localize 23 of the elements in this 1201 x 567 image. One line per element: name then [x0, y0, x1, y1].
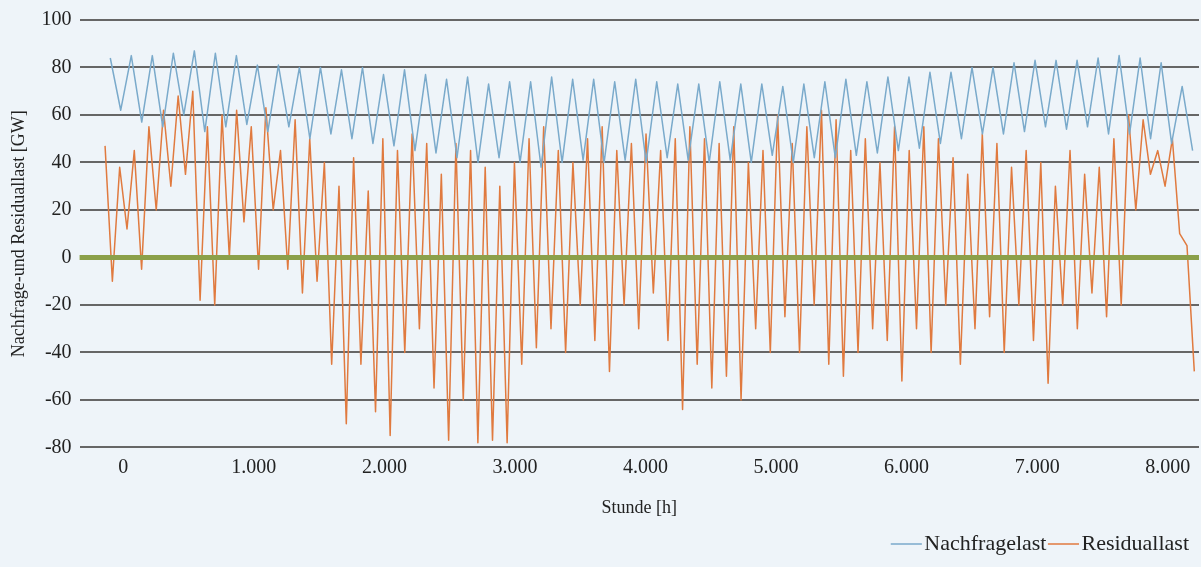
x-axis-title: Stunde [h] — [601, 496, 678, 517]
y-tick-label: 40 — [51, 149, 72, 172]
x-tick-label: 6.000 — [884, 454, 930, 477]
y-tick-label: 20 — [51, 197, 72, 220]
y-tick-label: 80 — [51, 54, 72, 77]
y-tick-label: -60 — [44, 387, 72, 410]
x-tick-label: 7.000 — [1014, 454, 1060, 477]
legend-label: Residuallast — [1081, 529, 1190, 555]
y-tick-label: 100 — [41, 7, 72, 30]
x-tick-label: 3.000 — [492, 454, 538, 477]
x-tick-label: 0 — [118, 454, 129, 477]
x-tick-label: 8.000 — [1145, 454, 1191, 477]
x-tick-label: 1.000 — [231, 454, 277, 477]
y-tick-label: -80 — [44, 434, 72, 457]
y-axis-title: Nachfrage-und Residuallast [GW] — [7, 110, 28, 358]
x-tick-label: 4.000 — [623, 454, 668, 477]
y-tick-label: -40 — [44, 339, 72, 362]
legend-label: Nachfragelast — [924, 529, 1047, 555]
y-tick-label: 0 — [61, 244, 72, 267]
y-tick-label: -20 — [44, 292, 72, 315]
x-tick-label: 5.000 — [753, 454, 799, 477]
y-tick-label: 60 — [51, 102, 72, 125]
x-tick-label: 2.000 — [361, 454, 407, 477]
